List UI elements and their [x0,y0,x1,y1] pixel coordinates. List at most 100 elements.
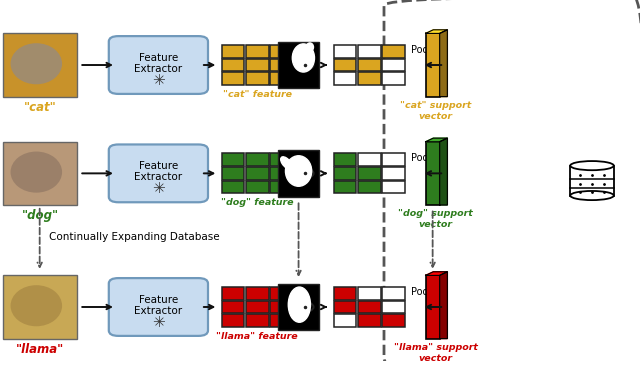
Bar [278,284,319,330]
Bar [382,301,405,313]
FancyBboxPatch shape [109,36,208,94]
Bar [246,287,269,299]
Bar [270,301,293,313]
Text: Extractor: Extractor [134,306,182,316]
Ellipse shape [306,43,314,51]
Bar [221,59,244,72]
Text: Pooling: Pooling [411,287,446,297]
Text: ✳: ✳ [152,315,164,330]
Text: "cat" support
vector: "cat" support vector [400,101,472,121]
Text: "llama" support
vector: "llama" support vector [394,343,478,363]
Bar [246,45,269,58]
Bar [382,181,405,193]
Ellipse shape [10,152,62,193]
Bar [382,59,405,72]
Bar [333,153,356,166]
Bar [270,72,293,85]
Bar [426,142,440,205]
Bar [221,301,244,313]
Bar [358,59,381,72]
Bar [570,166,614,196]
Bar [333,59,356,72]
Text: ✳: ✳ [152,181,164,196]
Text: Feature: Feature [139,161,178,171]
Bar [246,315,269,327]
Ellipse shape [10,285,62,326]
Bar [221,153,244,166]
Bar [221,287,244,299]
Text: "cat": "cat" [24,101,56,114]
Bar [333,301,356,313]
Bar [270,153,293,166]
Bar [333,72,356,85]
Bar [278,150,319,197]
Bar [358,301,381,313]
Bar [333,315,356,327]
Bar [270,315,293,327]
Bar [358,315,381,327]
Bar [246,59,269,72]
Bar [246,181,269,193]
Bar [382,72,405,85]
Bar [358,181,381,193]
Text: "dog" support
vector: "dog" support vector [399,209,473,229]
Bar [246,167,269,180]
Bar [270,167,293,180]
Bar [333,167,356,180]
Bar [278,41,319,88]
Bar [221,72,244,85]
Ellipse shape [285,156,312,186]
Bar [358,45,381,58]
Text: "dog": "dog" [21,209,59,222]
Polygon shape [426,272,447,275]
Text: Feature: Feature [139,53,178,63]
Bar [270,59,293,72]
Polygon shape [426,138,447,142]
Ellipse shape [292,44,314,72]
Bar [270,45,293,58]
Bar [382,153,405,166]
Text: Pooling: Pooling [411,153,446,163]
Bar [382,287,405,299]
Bar [382,315,405,327]
Bar [358,167,381,180]
Bar [382,167,405,180]
Bar [382,45,405,58]
Text: Feature: Feature [139,295,178,305]
Bar [358,72,381,85]
FancyBboxPatch shape [3,275,77,339]
Text: Pooling: Pooling [411,45,446,55]
Text: Extractor: Extractor [134,172,182,182]
Bar [426,33,440,97]
Text: "dog" feature: "dog" feature [221,198,294,207]
Bar [246,301,269,313]
Ellipse shape [288,287,310,322]
Bar [221,45,244,58]
Ellipse shape [10,43,62,84]
Ellipse shape [570,161,614,170]
Polygon shape [440,30,447,97]
FancyBboxPatch shape [109,278,208,336]
Text: "cat" feature: "cat" feature [223,90,292,99]
Bar [246,72,269,85]
Bar [358,287,381,299]
Polygon shape [440,138,447,205]
Bar [333,181,356,193]
Text: ✳: ✳ [152,73,164,88]
Ellipse shape [281,157,292,169]
Bar [270,181,293,193]
Bar [333,45,356,58]
FancyBboxPatch shape [109,145,208,202]
Bar [426,275,440,339]
Polygon shape [426,30,447,33]
FancyBboxPatch shape [3,33,77,97]
Text: "llama": "llama" [16,343,64,356]
Bar [333,287,356,299]
Bar [270,287,293,299]
Ellipse shape [570,191,614,200]
Bar [246,153,269,166]
Bar [358,153,381,166]
Bar [221,181,244,193]
Polygon shape [440,272,447,339]
FancyBboxPatch shape [3,142,77,205]
